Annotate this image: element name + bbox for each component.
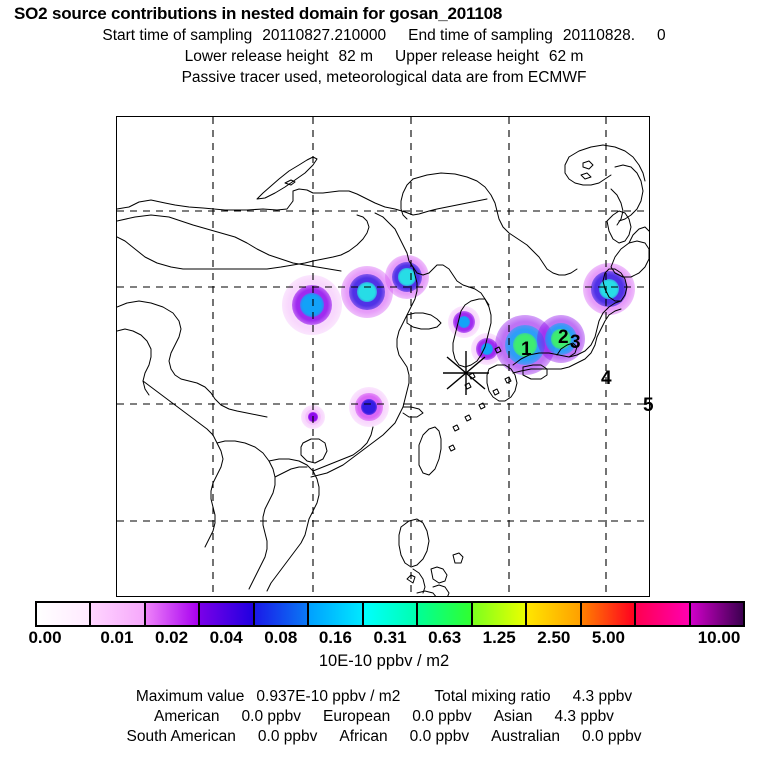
colorbar-segment-0 <box>37 603 92 625</box>
sampling-time-line: Start time of sampling 20110827.210000 End… <box>0 27 768 45</box>
lower-release-value: 82 m <box>338 48 373 65</box>
upper-release-label: Upper release height <box>395 48 539 65</box>
european-label: European <box>322 708 391 725</box>
site-label-4: 4 <box>601 368 612 389</box>
total-mixing-ratio-value: 4.3 ppbv <box>572 688 633 705</box>
colorbar-tick-7: 0.63 <box>428 628 462 647</box>
colorbar-tick-0: 0.00 <box>28 628 62 647</box>
site-label-5: 5 <box>643 395 654 416</box>
colorbar-segment-9 <box>527 603 582 625</box>
european-value: 0.0 ppbv <box>412 708 472 725</box>
site-label-2: 2 <box>558 327 569 348</box>
australian-value: 0.0 ppbv <box>582 728 642 745</box>
south-american-label: South American <box>126 728 236 745</box>
colorbar <box>35 601 745 627</box>
end-time-value: 20110828. <box>562 27 635 44</box>
colorbar-tick-4: 0.08 <box>264 628 298 647</box>
upper-release-value: 62 m <box>548 48 584 65</box>
end-time-label: End time of sampling <box>408 27 553 44</box>
header-text-block: SO2 source contributions in nested domai… <box>0 0 768 87</box>
start-time-value: 20110827.210000 <box>262 27 387 44</box>
statistics-block: Maximum value 0.937E-10 ppbv / m2 Total mi… <box>0 686 768 746</box>
african-value: 0.0 ppbv <box>409 728 470 745</box>
max-value-value: 0.937E-10 ppbv / m2 <box>256 688 401 705</box>
colorbar-tick-11: 10.00 <box>697 628 741 647</box>
colorbar-segment-8 <box>472 603 528 625</box>
american-value: 0.0 ppbv <box>241 708 301 725</box>
african-label: African <box>339 728 388 745</box>
site-label-1: 1 <box>521 339 532 360</box>
south-american-value: 0.0 ppbv <box>257 728 318 745</box>
colorbar-segment-3 <box>200 603 255 625</box>
page-title: SO2 source contributions in nested domai… <box>14 4 503 23</box>
release-site-star <box>443 351 489 395</box>
tracer-note: Passive tracer used, meteorological data… <box>181 69 587 86</box>
start-time-label: Start time of sampling <box>102 27 253 44</box>
graticule-gridlines <box>117 117 649 596</box>
end-time-value-extra: 0 <box>657 27 666 44</box>
colorbar-segment-2 <box>145 603 201 625</box>
continental-row-1: American 0.0 ppbv European 0.0 ppbv Asian 4.3… <box>0 708 768 726</box>
colorbar-tick-10: 5.00 <box>591 628 625 647</box>
colorbar-segment-5 <box>309 603 364 625</box>
asian-value: 4.3 ppbv <box>554 708 614 725</box>
lower-release-label: Lower release height <box>184 48 329 65</box>
colorbar-tick-labels: 0.00 0.01 0.02 0.04 0.08 0.16 0.31 0.63 1.25 2.50… <box>0 628 768 648</box>
map-vector-layer <box>117 117 649 596</box>
colorbar-tick-2: 0.02 <box>154 628 189 647</box>
max-value-line: Maximum value 0.937E-10 ppbv / m2 Total mi… <box>0 688 768 706</box>
asian-label: Asian <box>493 708 533 725</box>
colorbar-segment-4 <box>254 603 310 625</box>
coastline-paths <box>117 144 649 596</box>
colorbar-segment-7 <box>418 603 473 625</box>
american-label: American <box>154 708 220 725</box>
colorbar-tick-9: 2.50 <box>537 628 571 647</box>
australian-label: Australian <box>491 728 561 745</box>
release-height-line: Lower release height 82 m Upper release he… <box>0 48 768 66</box>
colorbar-axis-label: 10E-10 ppbv / m2 <box>318 652 450 670</box>
colorbar-gradient-strip <box>35 601 745 627</box>
map-plot-area: 1 2 3 4 <box>116 116 650 597</box>
colorbar-tick-6: 0.31 <box>373 628 407 647</box>
total-mixing-ratio-label: Total mixing ratio <box>434 688 551 705</box>
site-label-3: 3 <box>570 332 581 353</box>
colorbar-segment-1 <box>91 603 146 625</box>
colorbar-segment-11 <box>636 603 691 625</box>
colorbar-tick-1: 0.01 <box>100 628 134 647</box>
colorbar-tick-8: 1.25 <box>482 628 516 647</box>
colorbar-tick-3: 0.04 <box>209 628 243 647</box>
continental-row-2: South American 0.0 ppbv African 0.0 ppbv Aus… <box>0 728 768 746</box>
colorbar-segment-6 <box>363 603 419 625</box>
colorbar-segment-10 <box>581 603 637 625</box>
colorbar-tick-5: 0.16 <box>318 628 352 647</box>
colorbar-segment-12 <box>690 603 744 625</box>
max-value-label: Maximum value <box>135 688 245 705</box>
